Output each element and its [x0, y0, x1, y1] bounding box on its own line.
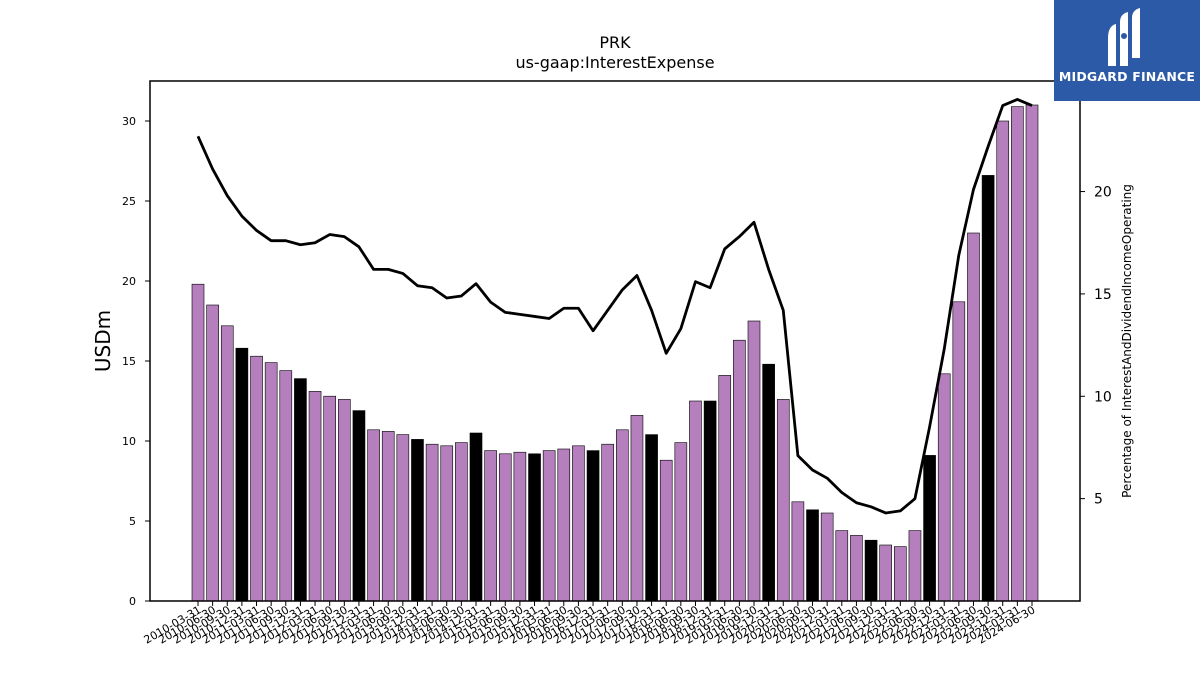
bar-2017-06-30 [616, 429, 629, 602]
logo-text: MIDGARD FINANCE [1058, 69, 1196, 84]
bar-2024-06-30 [1025, 104, 1039, 602]
y-tick-label: 30 [122, 115, 136, 128]
bar-2020-09-30 [806, 509, 819, 602]
bar-2016-12-31 [586, 450, 600, 602]
y-tick-label: 15 [122, 355, 136, 368]
bar-2014-06-30 [440, 445, 454, 602]
bar-2012-12-31 [352, 410, 366, 602]
bar-2022-03-31 [894, 546, 907, 602]
bar-2018-03-31 [659, 459, 673, 602]
y2-tick-label: 15 [1094, 287, 1112, 303]
bar-2023-03-31 [952, 301, 966, 602]
bar-2011-06-30 [264, 362, 278, 602]
y2-tick-label: 20 [1094, 185, 1112, 201]
bar-2021-12-31 [879, 544, 892, 602]
chart-title: PRK [599, 33, 631, 52]
line-series [196, 98, 1033, 515]
bar-2015-03-31 [484, 450, 497, 602]
bar-2019-03-31 [718, 375, 732, 602]
bar-2016-03-31 [542, 450, 556, 602]
bar-2018-09-30 [689, 400, 702, 602]
ratio-line [196, 98, 1033, 515]
bar-2021-09-30 [864, 539, 878, 602]
bar-2014-12-31 [469, 432, 483, 602]
bar-2012-03-31 [308, 391, 322, 602]
y-axis-left: 0 5 10 15 20 25 30 [122, 115, 150, 608]
bar-2021-03-31 [835, 530, 849, 602]
y2-tick-label: 10 [1094, 389, 1112, 405]
bar-2022-09-30 [923, 455, 936, 602]
bar-2020-12-31 [820, 512, 834, 602]
y-tick-label: 5 [129, 515, 136, 528]
bar-2010-06-30 [206, 304, 219, 602]
bar-2017-03-31 [601, 443, 614, 602]
bar-2015-12-31 [528, 453, 541, 602]
bar-2013-09-30 [396, 434, 410, 602]
bar-2022-12-31 [937, 373, 951, 602]
bar-2011-09-30 [279, 370, 293, 602]
y-axis-label: USDm [91, 310, 115, 372]
bar-2019-09-30 [747, 320, 761, 602]
bar-2019-12-31 [762, 363, 775, 602]
bar-2012-06-30 [323, 395, 336, 602]
bar-2022-06-30 [908, 530, 922, 602]
bar-2010-03-31 [191, 283, 205, 602]
bar-2024-03-31 [1011, 106, 1024, 602]
bar-2017-12-31 [645, 434, 658, 602]
bar-2021-06-30 [850, 535, 863, 602]
plot-frame [149, 80, 1081, 602]
y2-tick-label: 5 [1094, 492, 1103, 508]
bar-2013-12-31 [411, 439, 424, 602]
x-axis: 2010-03-312010-06-302010-09-302010-12-31… [142, 601, 1038, 647]
bar-2020-06-30 [791, 501, 805, 602]
midgard-logo-icon [1108, 8, 1140, 66]
bar-2011-03-31 [250, 355, 263, 602]
chart-subtitle: us-gaap:InterestExpense [515, 53, 714, 72]
bar-2015-06-30 [498, 453, 512, 602]
bar-2023-09-30 [981, 175, 995, 602]
y-axis-right: 5 10 15 20 [1080, 185, 1112, 508]
bar-2016-09-30 [572, 445, 585, 602]
bar-2014-09-30 [455, 442, 468, 602]
bar-2020-03-31 [776, 399, 790, 602]
bar-2018-06-30 [674, 442, 688, 602]
bar-2017-09-30 [630, 415, 644, 602]
bar-2013-03-31 [367, 429, 380, 602]
bar-2010-09-30 [220, 325, 234, 602]
y-tick-label: 10 [122, 435, 136, 448]
y-tick-label: 0 [129, 595, 136, 608]
bar-2019-06-30 [733, 339, 746, 602]
brand-logo: MIDGARD FINANCE [1054, 0, 1200, 101]
bar-2018-12-31 [703, 400, 717, 602]
bar-2015-09-30 [513, 451, 527, 602]
y2-axis-label: Percentage of InterestAndDividendIncomeO… [1120, 184, 1134, 498]
bar-2010-12-31 [235, 347, 249, 602]
bar-2016-06-30 [557, 448, 571, 602]
bar-2012-09-30 [338, 399, 351, 602]
bar-2011-12-31 [294, 378, 307, 602]
bar-2023-06-30 [967, 232, 980, 602]
y-tick-label: 25 [122, 195, 136, 208]
bar-2014-03-31 [425, 443, 439, 602]
y-tick-label: 20 [122, 275, 136, 288]
bar-series [191, 104, 1039, 602]
bar-2023-12-31 [996, 120, 1010, 602]
bar-2013-06-30 [381, 431, 395, 602]
